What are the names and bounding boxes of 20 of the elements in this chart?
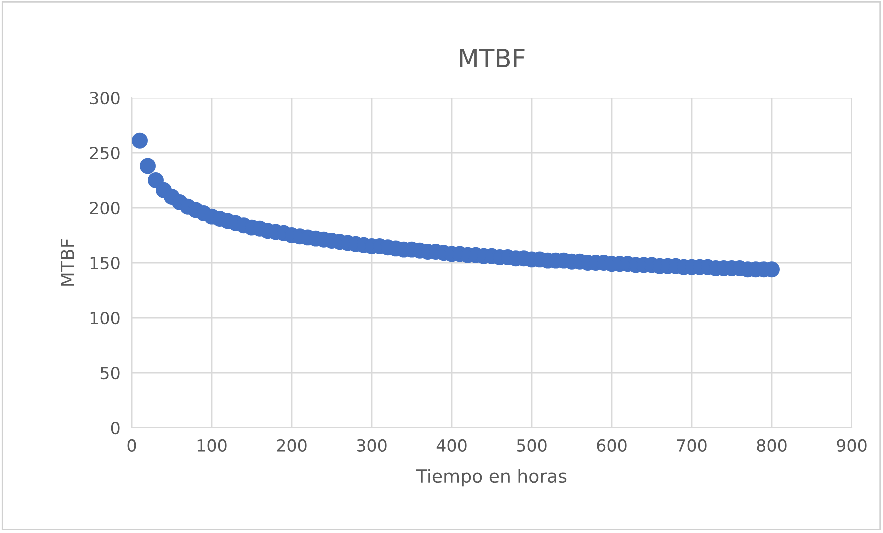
x-tick-label: 600 bbox=[597, 439, 627, 452]
y-tick-label: 100 bbox=[90, 312, 120, 325]
y-tick-label: 300 bbox=[90, 92, 120, 105]
chart-title: MTBF bbox=[460, 49, 525, 68]
y-tick-label: 50 bbox=[100, 366, 120, 380]
y-tick-label: 250 bbox=[90, 146, 120, 160]
x-tick-label: 200 bbox=[277, 439, 307, 452]
x-tick-label: 300 bbox=[357, 439, 387, 452]
x-tick-label: 400 bbox=[436, 439, 467, 452]
x-tick-label: 800 bbox=[757, 439, 787, 452]
y-tick-label: 200 bbox=[90, 202, 120, 215]
x-tick-label: 500 bbox=[517, 439, 547, 452]
x-tick-label: 100 bbox=[198, 439, 227, 452]
x-tick-label: 0 bbox=[128, 439, 136, 452]
y-tick-label: 0 bbox=[111, 422, 120, 435]
y-tick-label: 150 bbox=[90, 256, 120, 270]
x-tick-label: 700 bbox=[677, 439, 707, 452]
x-axis-title: Tiempo en horas bbox=[416, 469, 567, 487]
y-axis-title: MTBF bbox=[61, 239, 74, 286]
x-tick-label: 900 bbox=[837, 439, 867, 452]
